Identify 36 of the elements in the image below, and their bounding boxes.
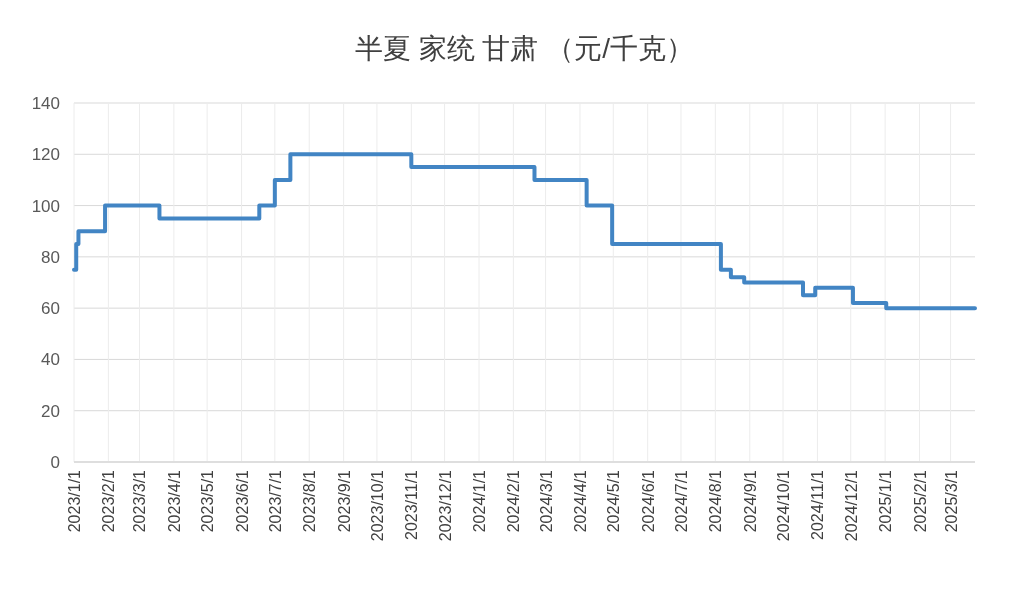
y-tick-label: 20 xyxy=(41,401,60,421)
x-tick-label: 2025/1/1 xyxy=(877,469,895,533)
x-tick-label: 2024/4/1 xyxy=(571,469,589,533)
y-tick-label: 120 xyxy=(31,145,60,165)
y-tick-label: 60 xyxy=(41,299,60,319)
y-tick-label: 40 xyxy=(41,350,60,370)
x-tick-label: 2023/7/1 xyxy=(266,469,284,533)
x-tick-label: 2023/4/1 xyxy=(165,469,183,533)
y-tick-label: 140 xyxy=(31,94,60,113)
x-tick-label: 2024/1/1 xyxy=(471,469,489,533)
x-tick-label: 2023/12/1 xyxy=(436,469,454,542)
x-tick-label: 2024/3/1 xyxy=(537,469,555,533)
x-tick-label: 2024/7/1 xyxy=(672,469,690,533)
x-tick-label: 2024/9/1 xyxy=(741,469,759,533)
x-tick-label: 2023/3/1 xyxy=(131,469,149,533)
x-tick-label: 2023/10/1 xyxy=(368,469,386,542)
x-tick-label: 2023/11/1 xyxy=(403,469,421,540)
x-tick-label: 2025/2/1 xyxy=(911,469,929,533)
x-tick-label: 2023/9/1 xyxy=(335,469,353,533)
x-tick-label: 2023/5/1 xyxy=(199,469,217,533)
y-tick-label: 0 xyxy=(50,453,60,472)
chart-title: 半夏 家统 甘肃 （元/千克） xyxy=(354,33,695,64)
x-tick-label: 2023/8/1 xyxy=(301,469,319,533)
x-tick-label: 2023/2/1 xyxy=(100,469,118,533)
x-tick-label: 2024/11/1 xyxy=(809,469,827,540)
x-tick-label: 2024/2/1 xyxy=(505,469,523,533)
y-tick-label: 80 xyxy=(41,247,60,267)
x-tick-label: 2025/3/1 xyxy=(942,469,960,533)
x-tick-label: 2024/10/1 xyxy=(775,469,793,542)
x-tick-label: 2024/12/1 xyxy=(842,469,860,542)
x-tick-label: 2024/6/1 xyxy=(639,469,657,533)
y-tick-label: 100 xyxy=(31,196,60,216)
x-tick-label: 2023/6/1 xyxy=(233,469,251,533)
x-tick-label: 2023/1/1 xyxy=(66,469,83,533)
x-tick-label: 2024/5/1 xyxy=(605,469,623,533)
x-tick-label: 2024/8/1 xyxy=(707,469,725,533)
